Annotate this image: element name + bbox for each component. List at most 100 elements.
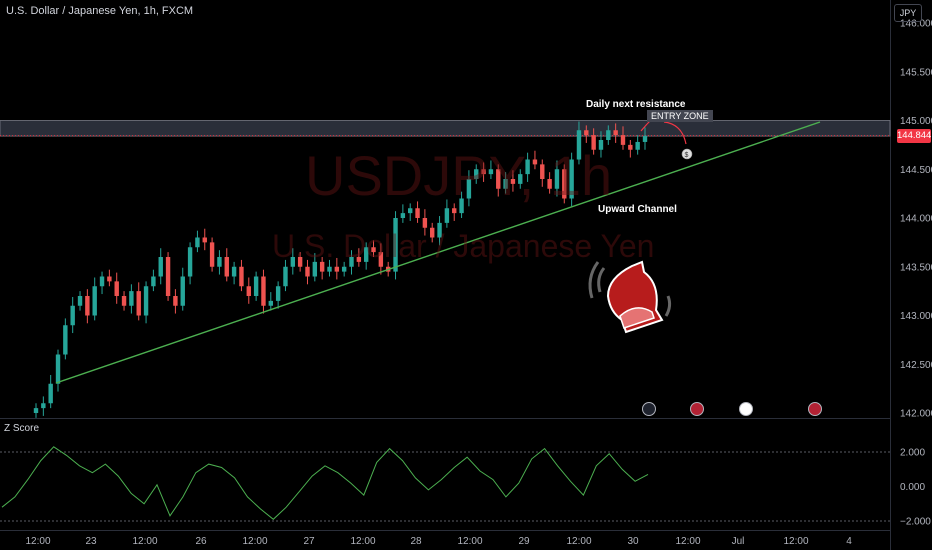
candle-body <box>628 144 633 150</box>
time-tick-label: 12:00 <box>242 536 267 547</box>
currency-button[interactable]: JPY <box>894 4 922 22</box>
candle-body <box>275 286 281 301</box>
candle-body <box>253 276 259 296</box>
entry-zone-rect[interactable] <box>0 120 891 137</box>
candle-body <box>319 261 325 272</box>
time-tick-label: 12:00 <box>783 536 808 547</box>
indicator-name[interactable]: Z Score <box>4 423 40 434</box>
candle-body <box>41 403 46 409</box>
resistance-label[interactable]: Daily next resistance <box>582 98 690 111</box>
candle-body <box>356 257 362 262</box>
price-tick-label: 146.000 <box>900 19 932 30</box>
candle-body <box>136 291 141 316</box>
time-tick-label: 26 <box>195 536 207 547</box>
candle-body <box>598 140 604 150</box>
candle-body <box>510 179 516 184</box>
candle-body <box>327 266 332 272</box>
time-tick-label: 12:00 <box>675 536 700 547</box>
money-bag-icon <box>681 148 693 160</box>
candle-body <box>393 218 398 272</box>
description-watermark: U.S. Dollar / Japanese Yen <box>272 228 655 264</box>
price-tick-label: 145.500 <box>900 67 932 78</box>
zscore-axis: 2.000 0.000 −2.000 <box>900 448 931 528</box>
zscore-tick-label: −2.000 <box>900 517 931 528</box>
candle-body <box>99 276 105 287</box>
jp-flag-event-icon[interactable] <box>739 402 753 416</box>
candle-body <box>77 296 83 306</box>
candle-body <box>33 408 39 413</box>
candle-body <box>613 130 618 136</box>
candle-body <box>635 141 640 150</box>
candle-body <box>562 169 567 199</box>
candle-body <box>518 174 523 184</box>
candle-body <box>452 208 457 214</box>
candle-body <box>129 291 134 306</box>
candle-body <box>70 305 75 326</box>
money-bag-sign: $ <box>685 152 689 159</box>
price-axis[interactable]: 146.000 145.500 145.000 144.500 144.000 143.5… <box>900 19 932 420</box>
price-tick-label: 143.000 <box>900 311 932 322</box>
candle-body <box>349 257 354 267</box>
candle-body <box>202 237 207 243</box>
candle-body <box>246 286 251 296</box>
zscore-group <box>0 446 890 522</box>
entry-arrow <box>663 121 687 145</box>
uptrend-line <box>55 121 821 384</box>
candle-body <box>261 276 266 306</box>
us-flag-event-icon[interactable] <box>808 402 822 416</box>
candle-body <box>312 261 318 277</box>
candle-body <box>606 130 611 140</box>
zscore-tick-label: 0.000 <box>900 482 925 493</box>
candle-body <box>422 218 428 228</box>
candle-body <box>554 169 560 189</box>
candle-body <box>143 286 149 316</box>
lightning-event-icon[interactable] <box>642 402 656 416</box>
candle-body <box>437 222 442 238</box>
time-tick-label: 27 <box>303 536 315 547</box>
candles-group <box>33 121 648 418</box>
candle-body <box>48 383 53 404</box>
time-tick-label: Jul <box>732 536 745 547</box>
candle-body <box>540 164 545 179</box>
candle-body <box>268 300 273 306</box>
time-tick-label: 12:00 <box>457 536 482 547</box>
candle-body <box>231 266 237 277</box>
time-axis[interactable]: 12:00 23 12:00 26 12:00 27 12:00 28 12:00 29 12:00… <box>25 536 852 547</box>
zscore-tick-label: 2.000 <box>900 448 925 459</box>
candle-body <box>158 257 163 277</box>
candle-body <box>165 257 171 296</box>
candle-body <box>400 213 406 218</box>
entry-zone-band <box>0 120 891 137</box>
price-tick-label: 145.000 <box>900 116 932 127</box>
price-tick-label: 142.000 <box>900 409 932 420</box>
candle-body <box>173 296 178 306</box>
candle-body <box>363 247 369 262</box>
candle-body <box>481 169 486 175</box>
candle-body <box>114 281 119 296</box>
candle-body <box>569 159 574 199</box>
symbol-title[interactable]: U.S. Dollar / Japanese Yen, 1h, FXCM <box>6 5 194 17</box>
candle-body <box>496 169 501 189</box>
candle-body <box>444 208 450 223</box>
candle-body <box>532 159 538 165</box>
time-tick-label: 12:00 <box>350 536 375 547</box>
bell-icon <box>588 260 672 334</box>
candle-body <box>525 159 530 175</box>
us-flag-event-icon[interactable] <box>690 402 704 416</box>
candle-body <box>466 179 472 199</box>
candle-body <box>283 266 288 287</box>
candle-body <box>503 179 508 189</box>
trendline-group[interactable] <box>55 121 821 384</box>
entry-zone-label[interactable]: ENTRY ZONE <box>647 110 713 122</box>
price-tick-label: 144.000 <box>900 214 932 225</box>
candle-body <box>121 296 127 306</box>
zscore-line <box>1 446 649 520</box>
price-tick-label: 143.500 <box>900 262 932 273</box>
time-tick-label: 23 <box>85 536 97 547</box>
candle-body <box>430 227 435 238</box>
channel-label[interactable]: Upward Channel <box>598 204 677 215</box>
candle-body <box>474 169 479 179</box>
candle-body <box>642 136 648 142</box>
